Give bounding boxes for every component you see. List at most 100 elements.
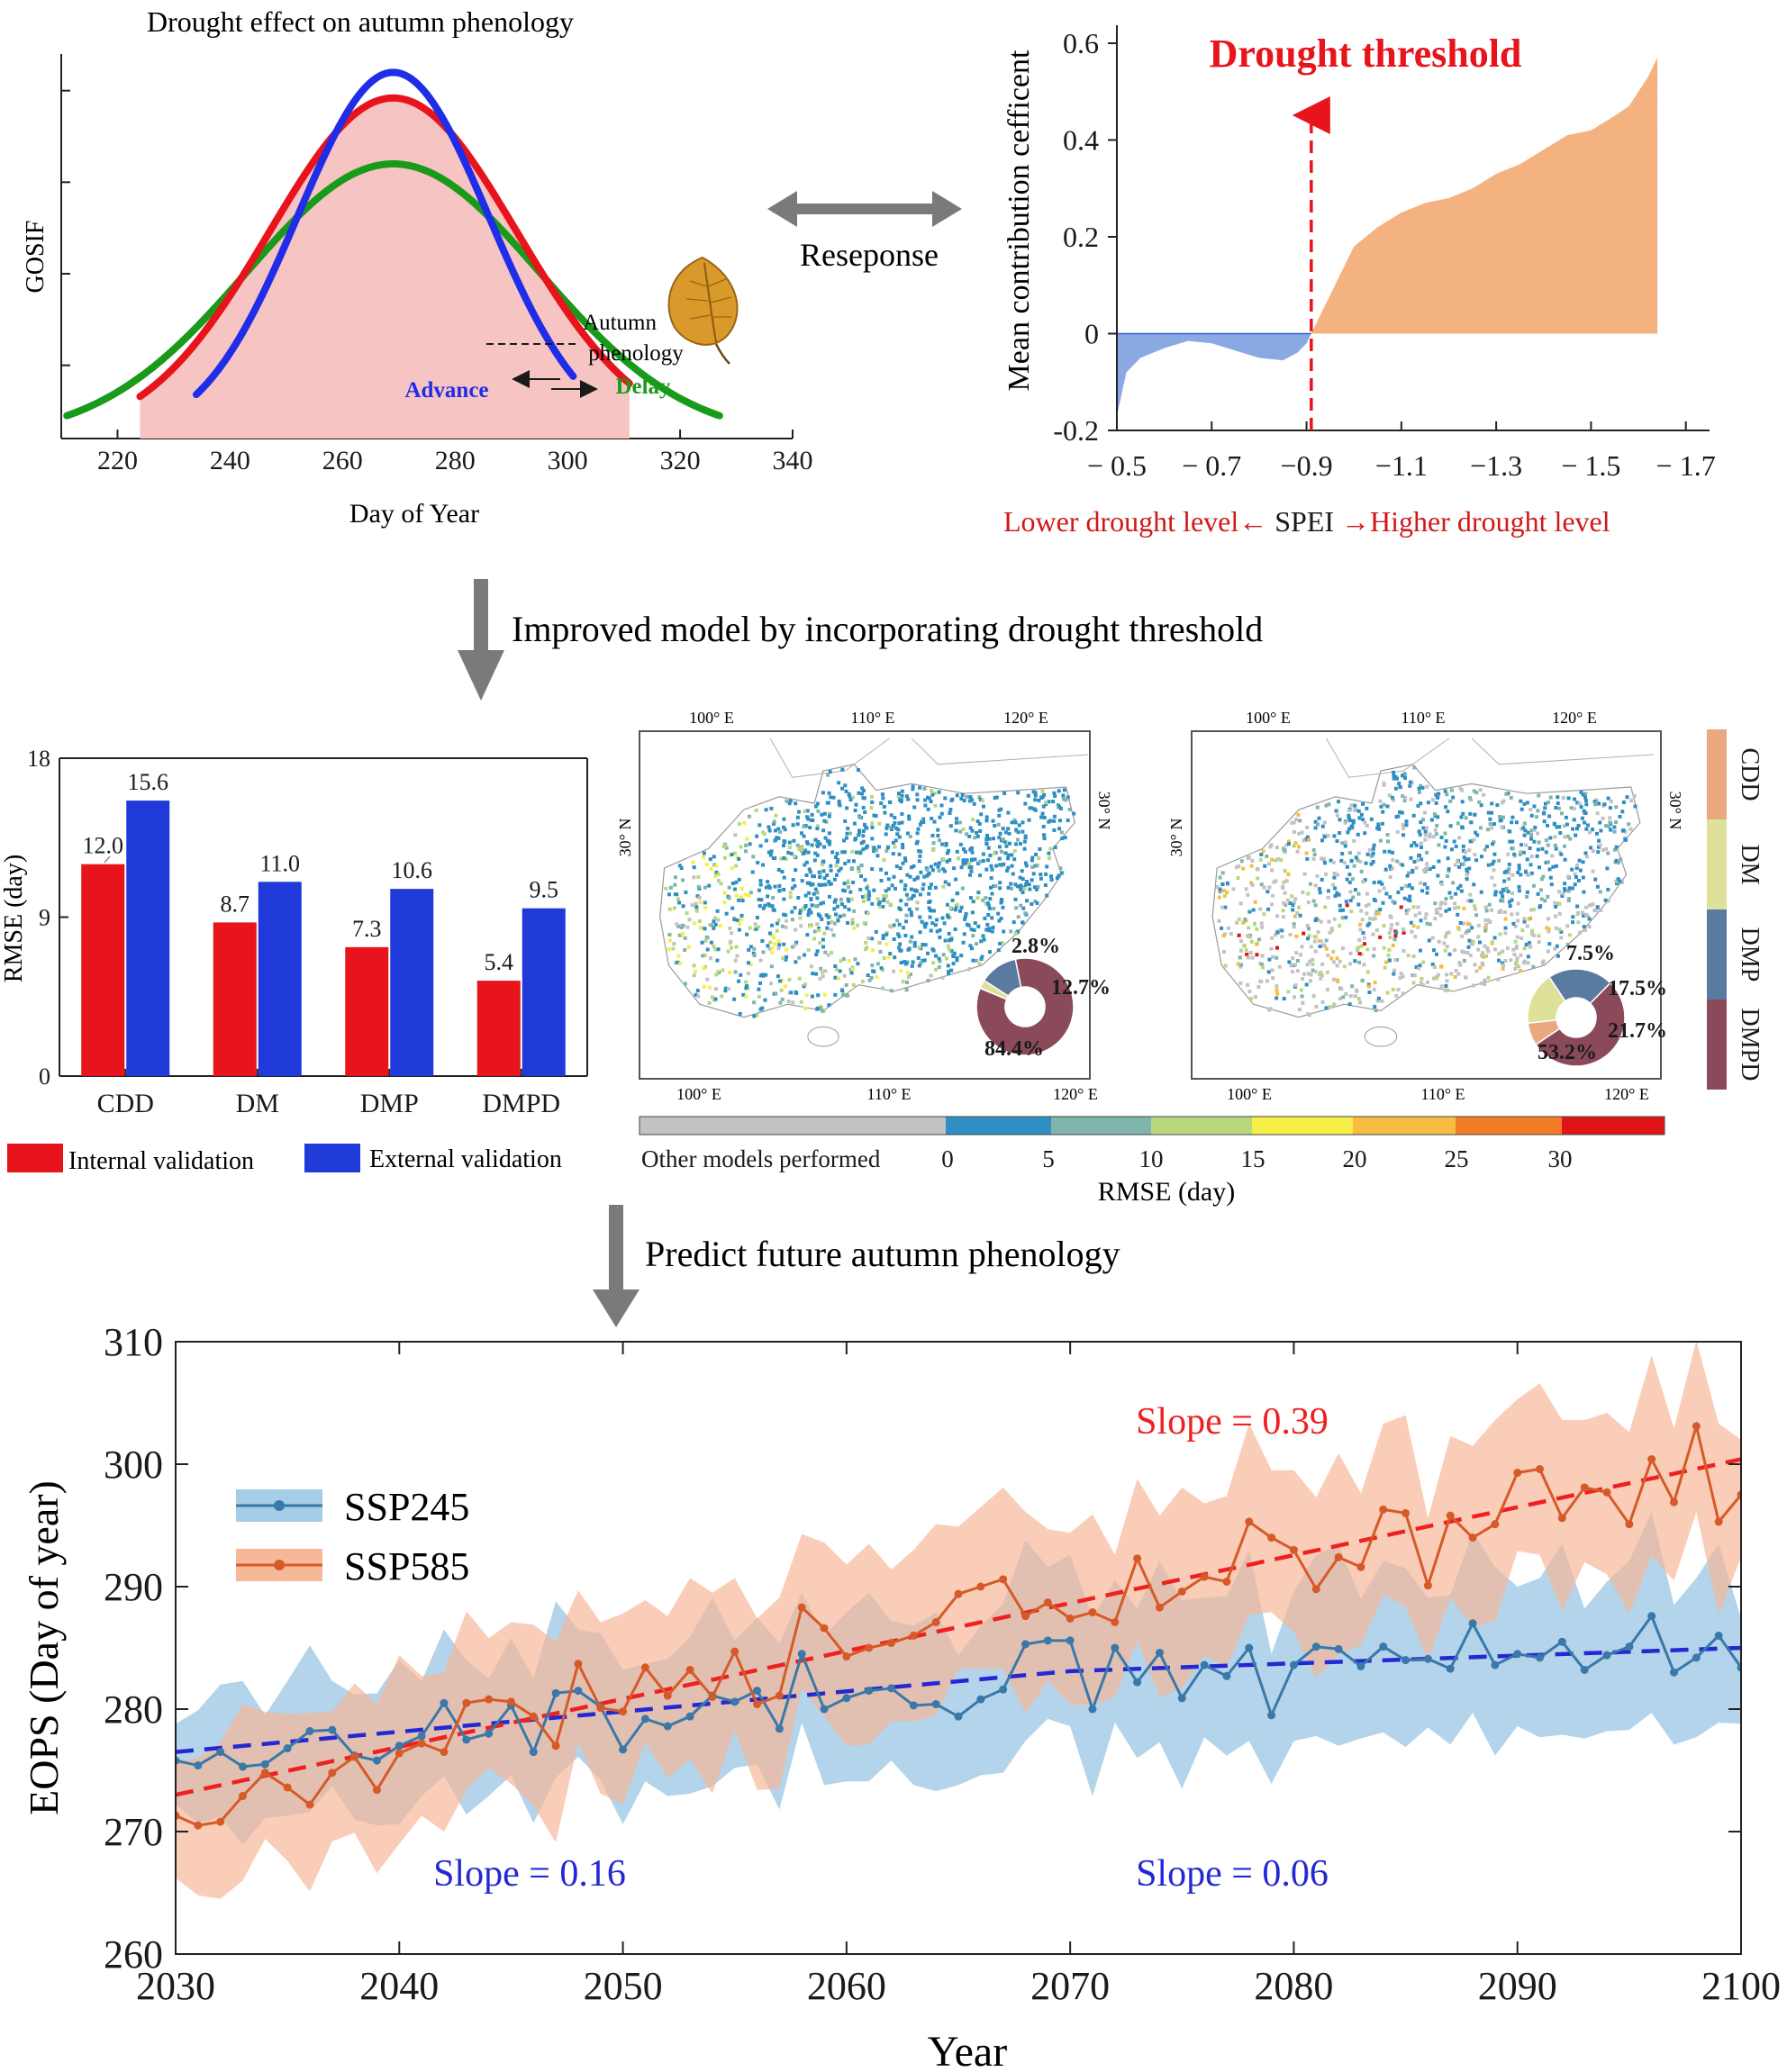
mapLeftDots-pixel — [1004, 840, 1009, 845]
mapRightDots-pixel — [1409, 855, 1413, 860]
mapLeftDots-pixel — [970, 828, 975, 833]
mapLeftDots-pixel — [833, 992, 838, 997]
mapLeftDots-pixel — [770, 923, 775, 927]
mapRightDots-pixel — [1606, 851, 1610, 855]
mapRightDots-pixel — [1428, 835, 1432, 839]
eops-legend: SSP245 SSP585 — [236, 1485, 469, 1588]
mapRightDots-pixel — [1332, 917, 1337, 921]
mapRightDots-pixel — [1353, 959, 1357, 964]
mapLeftDots-pixel — [1039, 873, 1043, 877]
mapRightDots-pixel — [1435, 952, 1438, 956]
mapRightDots-pixel — [1614, 805, 1619, 810]
mapLeftDots-pixel — [709, 866, 713, 871]
mapLeftDots-pixel — [712, 855, 716, 859]
mapLeftDots-pixel — [1019, 903, 1023, 908]
map-right-lat-right: 30° N — [1666, 792, 1684, 830]
mapRightDots-pixel — [1454, 845, 1458, 848]
mapRightDots-pixel — [1581, 875, 1585, 880]
mapRightDots-pixel — [1525, 895, 1529, 899]
mapLeftDots-pixel — [834, 855, 838, 859]
mapRightDots-pixel — [1401, 949, 1406, 953]
point-ssp585-2094 — [1602, 1488, 1611, 1497]
mapRightDots-pixel — [1223, 905, 1228, 909]
mapLeftDots-pixel — [870, 825, 875, 829]
mapRightDots-pixel — [1347, 827, 1351, 831]
mapRightDots-pixel — [1444, 988, 1447, 992]
slope-ssp245-early-label: Slope = 0.16 — [433, 1853, 626, 1895]
mapRightDots-pixel — [1322, 835, 1327, 839]
mapRightDots-pixel — [1309, 979, 1312, 983]
mapRightDots-pixel — [1401, 991, 1405, 996]
mapRightDots-pixel — [1277, 964, 1282, 969]
mapRightDots-pixel — [1347, 816, 1351, 820]
mapRightDots-pixel — [1608, 820, 1612, 825]
mapLeftDots-pixel — [892, 874, 896, 879]
mapLeftDots-pixel — [1027, 818, 1031, 822]
mapLeftDots-pixel — [928, 900, 932, 903]
mapLeftDots-pixel — [1052, 828, 1057, 832]
mapLeftDots-pixel — [975, 942, 978, 946]
model-legend-swatch-DMP — [1707, 909, 1727, 1000]
mapLeftDots-pixel — [710, 995, 714, 1000]
mapLeftDots-pixel — [917, 964, 921, 968]
point-ssp585-2087 — [1446, 1511, 1455, 1520]
point-ssp245-2075 — [1177, 1694, 1186, 1703]
mapLeftDots-pixel — [977, 795, 982, 800]
mapLeftDots-pixel — [879, 879, 884, 882]
mapRightDots-pixel — [1614, 858, 1619, 863]
point-ssp245-2091 — [1536, 1653, 1545, 1662]
mapRightDots-pixel — [1558, 831, 1563, 835]
mapRightDots-pixel — [1456, 972, 1461, 976]
mapRightDots-pixel — [1490, 826, 1494, 830]
point-ssp585-2063 — [909, 1631, 918, 1640]
mapLeftDots-pixel — [954, 908, 957, 912]
mapLeftDots-pixel — [788, 891, 793, 895]
mapRightDots-pixel — [1243, 918, 1247, 922]
mapLeftDots-pixel — [822, 819, 827, 823]
mapLeftDots-pixel — [739, 918, 743, 922]
mapRightDots-pixel — [1554, 846, 1558, 851]
mapRightDots-pixel — [1338, 818, 1342, 822]
mapRightDots-pixel — [1524, 942, 1528, 946]
mapRightDots-pixel — [1307, 1013, 1311, 1018]
mapLeftDots-pixel — [774, 991, 778, 996]
mapLeftDots-pixel — [716, 918, 721, 922]
point-ssp245-2043 — [462, 1735, 471, 1744]
mapLeftDots-pixel — [795, 815, 800, 819]
mapLeftDots-pixel — [849, 971, 854, 975]
model-legend-swatch-DM — [1707, 819, 1727, 909]
mapLeftDots-pixel — [904, 919, 908, 924]
mapRightDots-pixel — [1529, 908, 1534, 912]
bar-y-tick-label-0: 0 — [39, 1063, 50, 1090]
mapRightDots-pixel — [1425, 862, 1429, 866]
mapRightDots-pixel — [1443, 831, 1447, 836]
mapLeftDots-pixel — [1066, 819, 1070, 822]
mapRightDots-pixel — [1547, 801, 1551, 804]
mapLeftDots-pixel — [758, 958, 763, 963]
mapRightDots-pixel — [1538, 865, 1541, 870]
mapLeftDots-pixel — [1009, 929, 1013, 934]
mapLeftDots-pixel — [803, 904, 808, 908]
mapLeftDots-pixel — [901, 861, 905, 865]
mapRightDots-pixel — [1221, 934, 1226, 938]
mapLeftDots-pixel — [897, 946, 902, 950]
point-ssp585-2082 — [1334, 1552, 1343, 1561]
mapLeftDots-pixel — [949, 936, 954, 941]
mapRightDots-pixel — [1443, 948, 1447, 953]
mapLeftDots-pixel — [968, 826, 973, 830]
mapLeftDots-pixel — [979, 957, 984, 961]
map-right-pixels — [1211, 737, 1655, 1047]
mapRightDots-pixel — [1577, 858, 1582, 863]
mapRightDots-pixel — [1297, 905, 1301, 909]
mapLeftDots-pixel — [744, 849, 748, 854]
mapRightDots-pixel — [1347, 813, 1351, 818]
mapLeftDots-pixel — [943, 880, 948, 884]
mapLeftDots-pixel — [1066, 795, 1070, 800]
mapLeftDots-pixel — [778, 979, 783, 983]
mapRightDots-pixel — [1617, 860, 1621, 864]
mapRightDots-pixel — [1525, 924, 1529, 928]
mapRightDots-pixel — [1513, 939, 1518, 944]
mapRightDots-pixel — [1390, 795, 1394, 800]
mapLeftDots-pixel — [938, 935, 942, 939]
mapLeftDots-pixel — [999, 917, 1003, 920]
